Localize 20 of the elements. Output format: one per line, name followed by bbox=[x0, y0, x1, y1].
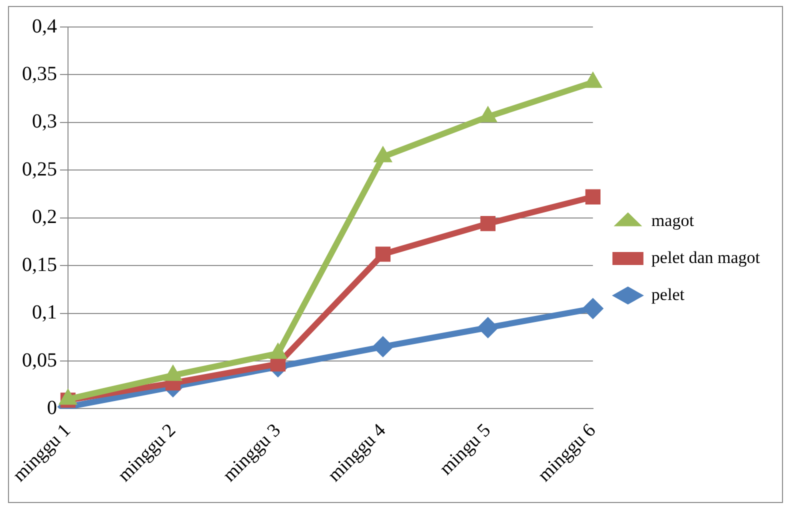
y-tick-label: 0,4 bbox=[32, 15, 57, 38]
y-tick-label: 0,3 bbox=[32, 110, 57, 133]
point bbox=[374, 146, 392, 162]
legend-label: magot bbox=[651, 210, 694, 230]
point bbox=[582, 298, 604, 320]
legend-label: pelet dan magot bbox=[651, 248, 760, 267]
legend-label: pelet bbox=[651, 284, 685, 304]
point bbox=[477, 317, 498, 338]
y-tick-label: 0,35 bbox=[22, 62, 57, 85]
point bbox=[375, 246, 391, 262]
y-tick-label: 0 bbox=[47, 397, 57, 419]
point bbox=[585, 189, 600, 204]
point bbox=[584, 72, 602, 88]
y-tick-label: 0,25 bbox=[22, 158, 57, 180]
point bbox=[480, 216, 496, 232]
y-tick-label: 0,1 bbox=[32, 302, 57, 324]
y-tick-label: 0,2 bbox=[32, 206, 57, 228]
point bbox=[372, 336, 394, 358]
y-tick-label: 0,05 bbox=[22, 349, 57, 372]
y-tick-label: 0,15 bbox=[22, 254, 57, 276]
